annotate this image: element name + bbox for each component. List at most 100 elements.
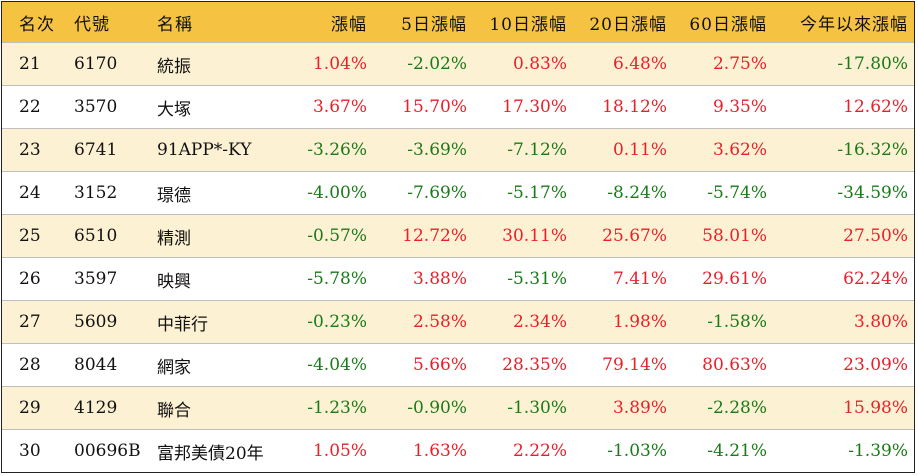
rank-cell: 22 [19,97,41,117]
change-cell: 3.67% [312,97,367,117]
name-cell[interactable]: 映興 [157,271,191,292]
change-20d-cell: 6.48% [612,54,667,74]
change-60d-cell: 29.61% [702,269,767,289]
change-5d-cell: -7.69% [407,183,467,203]
change-ytd-cell: 27.50% [843,226,908,246]
table-header-row: 名次 代號 名稱 漲幅 5日漲幅 10日漲幅 20日漲幅 60日漲幅 今年以來漲… [2,2,914,42]
table-row[interactable]: 22 3570 大塚 3.67% 15.70% 17.30% 18.12% 9.… [2,85,914,128]
change-60d-cell: 2.75% [712,54,767,74]
code-cell: 3570 [74,97,118,117]
change-60d-cell: 80.63% [702,355,767,375]
change-ytd-cell: -1.39% [848,441,908,461]
change-60d-cell: 3.62% [712,140,767,160]
table-row[interactable]: 23 6741 91APP*-KY -3.26% -3.69% -7.12% 0… [2,128,914,171]
change-20d-cell: 79.14% [602,355,667,375]
change-10d-cell: -5.17% [507,183,567,203]
change-cell: -4.00% [307,183,367,203]
change-ytd-cell: 23.09% [843,355,908,375]
change-ytd-cell: 12.62% [843,97,908,117]
header-code[interactable]: 代號 [74,14,110,35]
table-row[interactable]: 26 3597 映興 -5.78% 3.88% -5.31% 7.41% 29.… [2,257,914,300]
change-5d-cell: -3.69% [407,140,467,160]
name-cell[interactable]: 聯合 [157,400,191,421]
change-5d-cell: -0.90% [407,398,467,418]
change-20d-cell: 1.98% [612,312,667,332]
change-10d-cell: 30.11% [502,226,567,246]
change-60d-cell: -5.74% [707,183,767,203]
change-60d-cell: 58.01% [702,226,767,246]
name-cell[interactable]: 中菲行 [157,314,208,335]
table-row[interactable]: 28 8044 網家 -4.04% 5.66% 28.35% 79.14% 80… [2,343,914,386]
change-5d-cell: 3.88% [412,269,467,289]
change-ytd-cell: 3.80% [853,312,908,332]
rank-cell: 23 [19,140,41,160]
change-20d-cell: 3.89% [612,398,667,418]
change-cell: 1.05% [312,441,367,461]
change-cell: -3.26% [307,140,367,160]
change-cell: -0.23% [307,312,367,332]
change-10d-cell: 2.34% [512,312,567,332]
code-cell: 4129 [74,398,118,418]
change-cell: 1.04% [312,54,367,74]
change-20d-cell: -1.03% [607,441,667,461]
change-20d-cell: 25.67% [602,226,667,246]
change-cell: -5.78% [307,269,367,289]
table-row[interactable]: 30 00696B 富邦美債20年 1.05% 1.63% 2.22% -1.0… [2,429,914,472]
change-10d-cell: 28.35% [502,355,567,375]
change-cell: -0.57% [307,226,367,246]
code-cell: 00696B [74,441,141,461]
rank-cell: 26 [19,269,41,289]
table-row[interactable]: 29 4129 聯合 -1.23% -0.90% -1.30% 3.89% -2… [2,386,914,429]
header-change[interactable]: 漲幅 [331,14,367,35]
header-change-60d[interactable]: 60日漲幅 [689,14,767,35]
change-5d-cell: 12.72% [402,226,467,246]
rank-cell: 27 [19,312,41,332]
change-60d-cell: -1.58% [707,312,767,332]
change-5d-cell: 2.58% [412,312,467,332]
code-cell: 5609 [74,312,118,332]
header-change-10d[interactable]: 10日漲幅 [489,14,567,35]
header-change-20d[interactable]: 20日漲幅 [589,14,667,35]
change-ytd-cell: 62.24% [843,269,908,289]
name-cell[interactable]: 91APP*-KY [157,140,252,160]
change-60d-cell: -2.28% [707,398,767,418]
change-ytd-cell: -17.80% [837,54,908,74]
table-row[interactable]: 25 6510 精測 -0.57% 12.72% 30.11% 25.67% 5… [2,214,914,257]
change-5d-cell: 5.66% [412,355,467,375]
code-cell: 6170 [74,54,118,74]
name-cell[interactable]: 富邦美債20年 [157,443,264,464]
change-60d-cell: -4.21% [707,441,767,461]
change-10d-cell: -7.12% [507,140,567,160]
change-10d-cell: 2.22% [512,441,567,461]
header-change-5d[interactable]: 5日漲幅 [401,14,467,35]
header-rank[interactable]: 名次 [19,14,55,35]
name-cell[interactable]: 大塚 [157,99,191,120]
table-row[interactable]: 24 3152 璟德 -4.00% -7.69% -5.17% -8.24% -… [2,171,914,214]
change-20d-cell: 7.41% [612,269,667,289]
change-20d-cell: 0.11% [612,140,667,160]
rank-cell: 21 [19,54,41,74]
change-20d-cell: 18.12% [602,97,667,117]
change-10d-cell: -5.31% [507,269,567,289]
code-cell: 6741 [74,140,118,160]
name-cell[interactable]: 統振 [157,56,191,77]
name-cell[interactable]: 璟德 [157,185,191,206]
table-row[interactable]: 21 6170 統振 1.04% -2.02% 0.83% 6.48% 2.75… [2,42,914,85]
rank-cell: 30 [19,441,41,461]
header-name[interactable]: 名稱 [157,14,193,35]
table-row[interactable]: 27 5609 中菲行 -0.23% 2.58% 2.34% 1.98% -1.… [2,300,914,343]
change-10d-cell: 0.83% [512,54,567,74]
code-cell: 3152 [74,183,118,203]
change-5d-cell: -2.02% [407,54,467,74]
change-60d-cell: 9.35% [712,97,767,117]
change-10d-cell: 17.30% [502,97,567,117]
change-cell: -1.23% [307,398,367,418]
name-cell[interactable]: 精測 [157,228,191,249]
header-change-ytd[interactable]: 今年以來漲幅 [800,14,908,35]
name-cell[interactable]: 網家 [157,357,191,378]
change-ytd-cell: 15.98% [843,398,908,418]
change-5d-cell: 1.63% [412,441,467,461]
code-cell: 6510 [74,226,118,246]
rank-cell: 25 [19,226,41,246]
